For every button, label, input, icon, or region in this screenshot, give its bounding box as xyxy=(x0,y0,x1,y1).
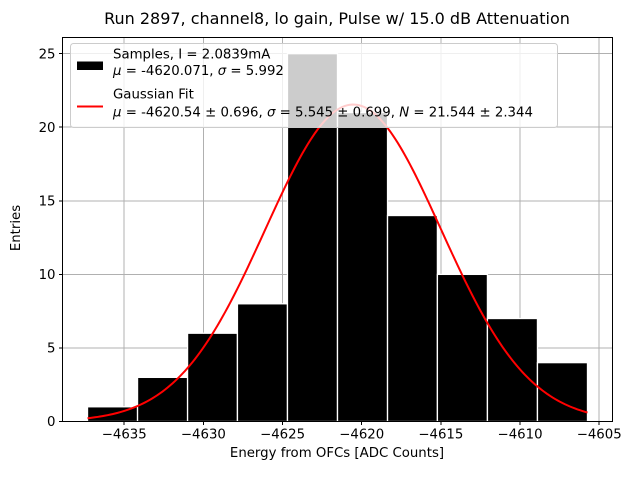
y-tick-label: 15 xyxy=(39,195,56,210)
histogram-bar xyxy=(136,376,189,423)
legend-swatch-samples xyxy=(77,61,103,70)
histogram-bar xyxy=(236,303,289,423)
histogram-bars xyxy=(86,53,589,423)
x-tick-label: −4630 xyxy=(181,428,226,443)
legend-entry-text: Samples, I = 2.0839mA xyxy=(113,48,270,63)
x-tick-label: −4625 xyxy=(260,428,305,443)
y-axis-ticks: 0 5 10 15 20 25 xyxy=(39,47,63,430)
x-tick-label: −4615 xyxy=(418,428,463,443)
y-tick-label: 25 xyxy=(39,47,56,62)
y-axis-label: Entries xyxy=(9,205,24,251)
y-tick-label: 20 xyxy=(39,121,56,136)
plot-frame xyxy=(62,37,613,422)
legend-entry-text: Gaussian Fit xyxy=(113,88,194,103)
legend-entry-text: μ = -4620.071, σ = 5.992 xyxy=(112,64,284,79)
legend-entry-text: μ = -4620.54 ± 0.696, σ = 5.545 ± 0.699,… xyxy=(112,106,533,121)
histogram-bar xyxy=(336,111,389,423)
histogram-bar xyxy=(386,214,439,423)
y-tick-label: 10 xyxy=(39,268,56,283)
x-tick-label: −4635 xyxy=(102,428,147,443)
legend-box xyxy=(70,43,558,128)
x-tick-label: −4605 xyxy=(577,428,622,443)
chart-title: Run 2897, channel8, lo gain, Pulse w/ 15… xyxy=(104,9,570,28)
x-axis-ticks: −4635 −4630 −4625 −4620 −4615 −4610 −4605 xyxy=(102,421,622,443)
histogram-bar xyxy=(186,332,239,423)
x-tick-label: −4620 xyxy=(339,428,384,443)
x-tick-label: −4610 xyxy=(498,428,543,443)
x-axis-label: Energy from OFCs [ADC Counts] xyxy=(230,446,444,461)
y-tick-label: 5 xyxy=(47,342,55,357)
y-tick-label: 0 xyxy=(47,415,55,430)
histogram-bar xyxy=(436,273,489,423)
